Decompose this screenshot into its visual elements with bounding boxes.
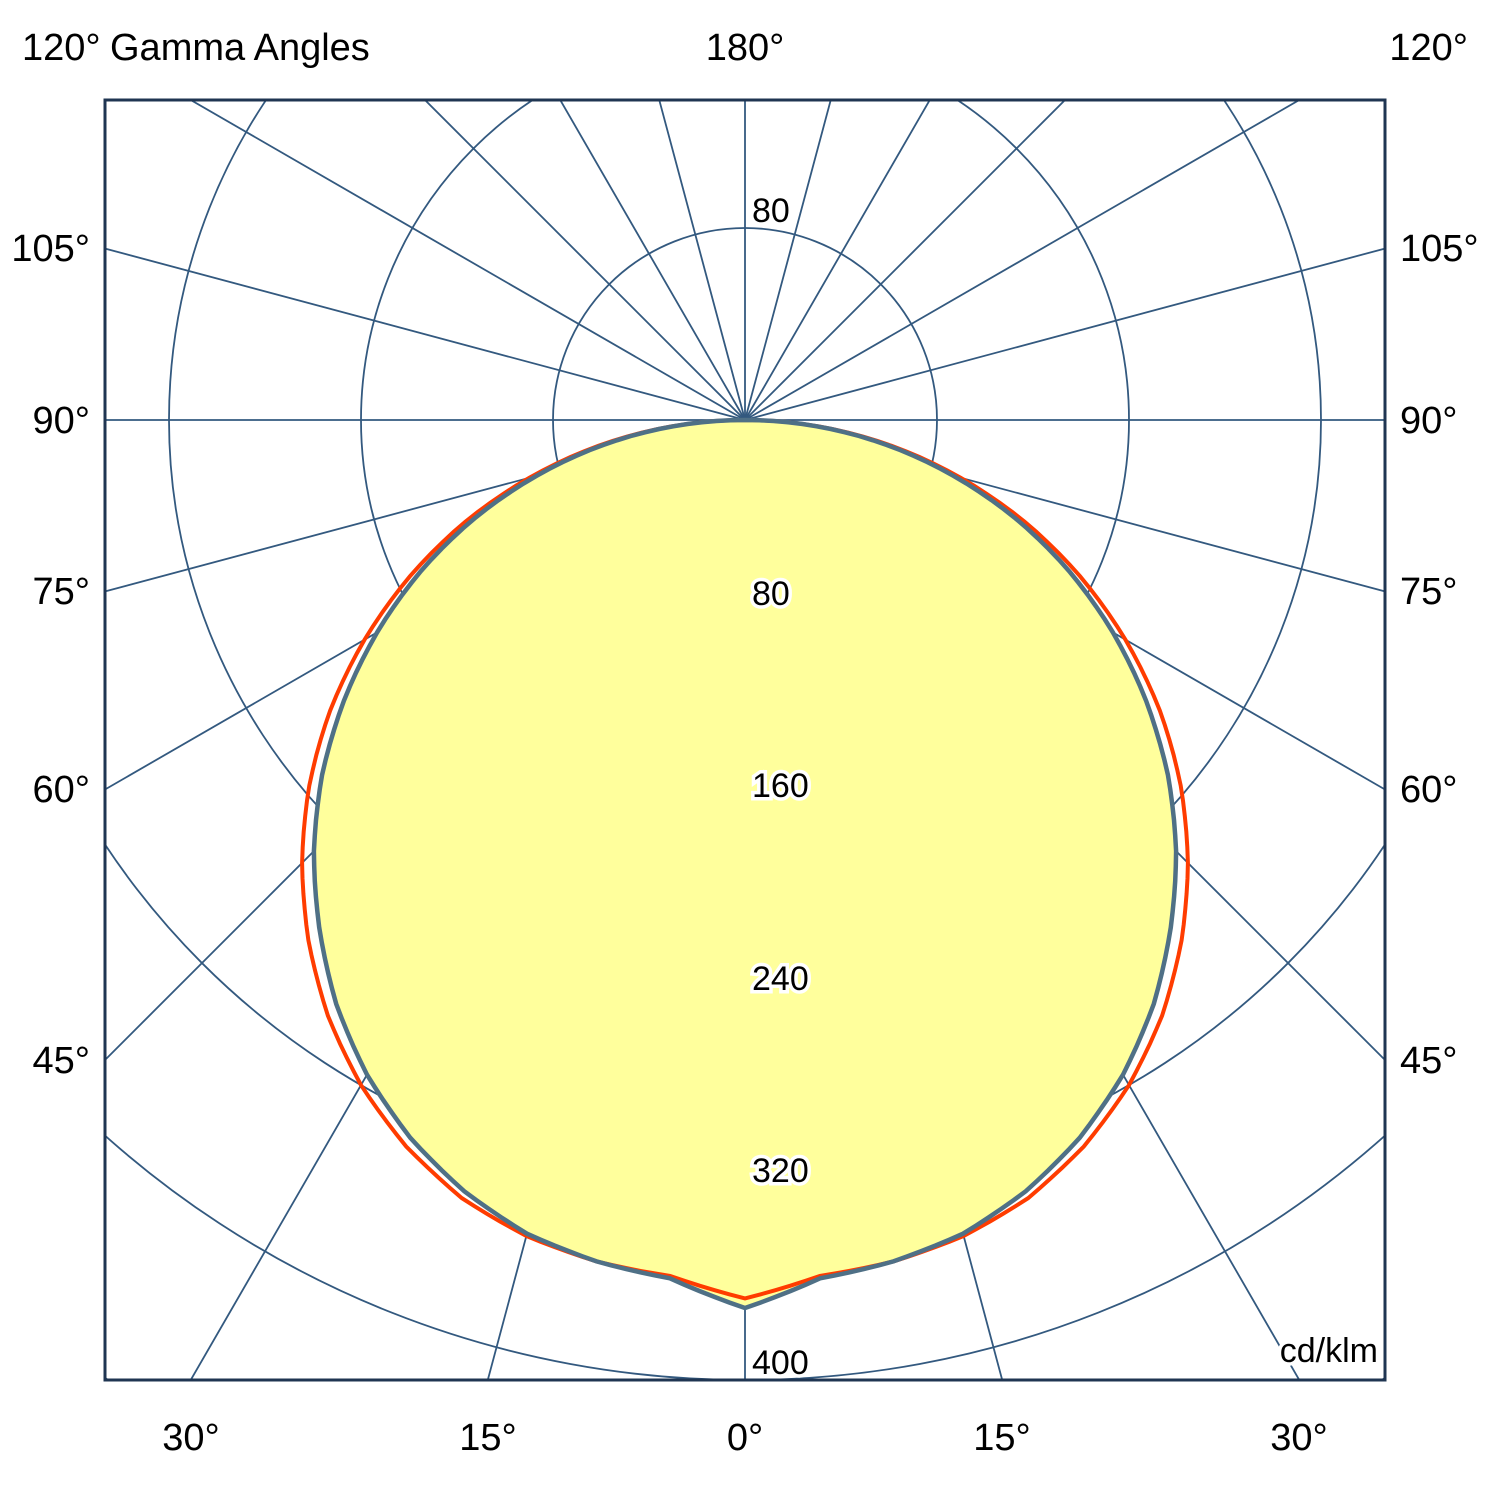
- angle-label-120-top-left: 120°: [22, 27, 101, 69]
- grid-ray-165: [744, 100, 832, 421]
- label-layer: 120° Gamma Angles 180° 120° 105° 90° 75°…: [11, 27, 1478, 1459]
- angle-label-45-right: 45°: [1400, 1040, 1457, 1082]
- angle-label-90-left: 90°: [33, 400, 90, 442]
- grid-ray-75: [744, 419, 1385, 593]
- radial-tick-80-upper: 80: [752, 192, 790, 230]
- angle-label-45-left: 45°: [33, 1040, 90, 1082]
- chart-title: Gamma Angles: [110, 27, 370, 69]
- angle-label-75-right: 75°: [1400, 571, 1457, 613]
- angle-label-15-bottom-right: 15°: [973, 1417, 1030, 1459]
- angle-label-105-right: 105°: [1400, 228, 1479, 270]
- angle-label-60-right: 60°: [1400, 769, 1457, 811]
- grid-ray-255: [105, 247, 746, 421]
- grid-ray-105: [744, 247, 1385, 421]
- grid-ray-150: [744, 100, 931, 421]
- radial-tick-320: 320: [752, 1152, 809, 1190]
- grid-ray-135: [744, 100, 1067, 421]
- angle-label-75-left: 75°: [33, 571, 90, 613]
- intensity-curves: [300, 417, 1190, 1311]
- radial-tick-160: 160: [752, 767, 809, 805]
- angle-label-0-bottom: 0°: [727, 1417, 763, 1459]
- grid-ray-195: [658, 100, 746, 421]
- grid-ray-225: [423, 100, 746, 421]
- angle-label-15-bottom-left: 15°: [459, 1417, 516, 1459]
- grid-ray-285: [105, 419, 746, 593]
- unit-label: cd/klm: [1280, 1332, 1378, 1370]
- angle-label-180-top: 180°: [706, 27, 785, 69]
- angle-label-30-bottom-left: 30°: [162, 1417, 219, 1459]
- curve-outline-c0: [311, 417, 1179, 1311]
- curve-red-c90: [300, 417, 1190, 1301]
- angle-label-60-left: 60°: [33, 769, 90, 811]
- radial-tick-400: 400: [752, 1344, 809, 1382]
- radial-tick-240: 240: [752, 960, 809, 998]
- angle-label-30-bottom-right: 30°: [1270, 1417, 1327, 1459]
- angle-label-90-right: 90°: [1400, 400, 1457, 442]
- radial-tick-80: 80: [752, 575, 790, 613]
- curve-fill: [313, 420, 1177, 1308]
- grid-ray-240: [188, 100, 746, 421]
- plot-border: [103, 98, 1387, 1382]
- grid-ray-210: [559, 100, 746, 421]
- angle-label-120-top-right: 120°: [1389, 27, 1468, 69]
- angle-label-105-left: 105°: [11, 228, 90, 270]
- grid-ray-120: [744, 100, 1302, 421]
